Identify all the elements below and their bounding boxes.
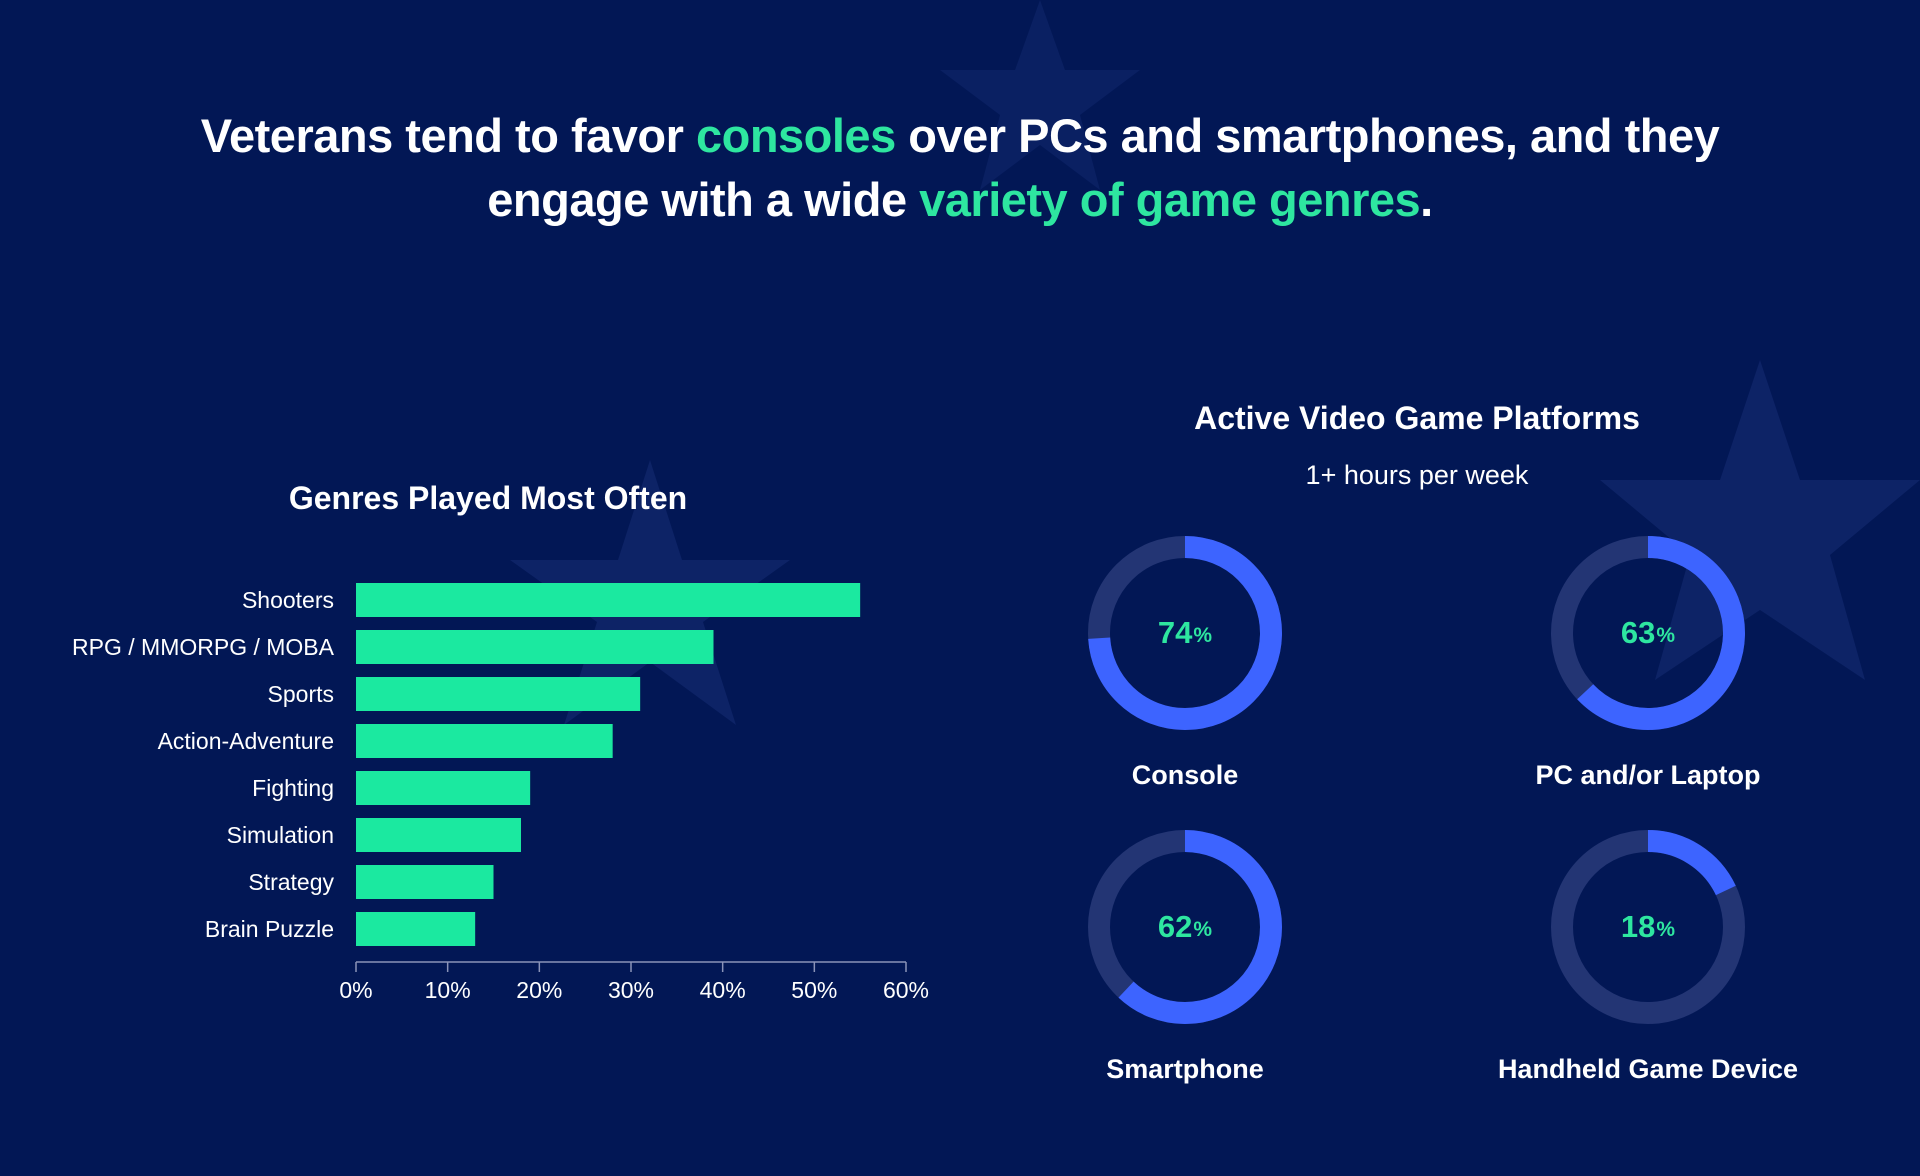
category-label: Simulation <box>227 822 334 848</box>
bar-action-adventure <box>356 724 613 758</box>
donut-pc-laptop: 63% PC and/or Laptop <box>1488 533 1808 823</box>
donut-console: 74% Console <box>1025 533 1345 823</box>
donut-handheld: 18% Handheld Game Device <box>1488 827 1808 1117</box>
x-tick-label: 40% <box>700 977 746 1000</box>
donut-value-unit: % <box>1656 624 1676 647</box>
background-star-right <box>1600 360 1920 680</box>
donut-label: Smartphone <box>1106 1054 1264 1084</box>
category-label: Shooters <box>242 587 334 613</box>
x-tick-label: 0% <box>339 977 372 1000</box>
genres-chart-title: Genres Played Most Often <box>288 480 688 516</box>
donut-arc <box>1088 830 1282 1024</box>
x-tick-label: 20% <box>516 977 562 1000</box>
donut-value-number: 18 <box>1620 909 1656 944</box>
category-label: Action-Adventure <box>158 728 334 754</box>
x-tick-label: 10% <box>425 977 471 1000</box>
donut-label: Console <box>1131 760 1239 790</box>
donut-value: 62% <box>1085 827 1285 1027</box>
donut-value-number: 63 <box>1620 615 1656 650</box>
donut-value: 74% <box>1085 533 1285 733</box>
x-tick-label: 30% <box>608 977 654 1000</box>
donut-arc <box>1088 536 1282 730</box>
category-label: RPG / MMORPG / MOBA <box>72 634 335 660</box>
headline-text-2: over PCs and smartphones, and they engag… <box>487 109 1720 226</box>
donut-value-number: 62 <box>1157 909 1193 944</box>
donut-smartphone: 62% Smartphone <box>1025 827 1345 1117</box>
category-label: Sports <box>268 681 334 707</box>
donut-ring <box>1551 536 1745 730</box>
bar-rpg-mmorpg-moba <box>356 630 714 664</box>
donut-ring <box>1088 830 1282 1024</box>
bar-brain-puzzle <box>356 912 476 946</box>
donut-label: PC and/or Laptop <box>1535 760 1761 790</box>
donut-arc <box>1551 536 1745 730</box>
page-headline: Veterans tend to favor consoles over PCs… <box>160 104 1760 232</box>
donut-ring <box>1551 830 1745 1024</box>
platforms-title: Active Video Game Platforms <box>1194 400 1640 436</box>
headline-text-1: Veterans tend to favor <box>200 109 696 162</box>
category-label: Fighting <box>252 775 334 801</box>
category-label: Strategy <box>248 869 334 895</box>
headline-highlight-consoles: consoles <box>695 109 896 162</box>
x-tick-label: 60% <box>883 977 929 1000</box>
donut-value-unit: % <box>1193 918 1213 941</box>
x-tick-label: 50% <box>791 977 837 1000</box>
donut-value: 18% <box>1548 827 1748 1027</box>
headline-text-3: . <box>1420 173 1433 226</box>
bar-shooters <box>356 583 861 617</box>
donut-label: Handheld Game Device <box>1497 1054 1799 1084</box>
headline-highlight-genres: variety of game genres <box>919 173 1421 226</box>
bar-sports <box>356 677 641 711</box>
genres-bar-chart: Shooters RPG / MMORPG / MOBA Sports Action-… <box>72 583 929 1000</box>
donut-arc <box>1551 830 1745 1024</box>
donut-ring <box>1088 536 1282 730</box>
platforms-subtitle: 1+ hours per week <box>1305 460 1529 490</box>
bar-fighting <box>356 771 531 805</box>
donut-value-unit: % <box>1656 918 1676 941</box>
donut-value-unit: % <box>1193 624 1213 647</box>
bar-strategy <box>356 865 494 899</box>
bar-simulation <box>356 818 521 852</box>
donut-value: 63% <box>1548 533 1748 733</box>
category-label: Brain Puzzle <box>205 916 334 942</box>
background-star-top <box>940 0 1140 190</box>
donut-value-number: 74 <box>1157 615 1193 650</box>
